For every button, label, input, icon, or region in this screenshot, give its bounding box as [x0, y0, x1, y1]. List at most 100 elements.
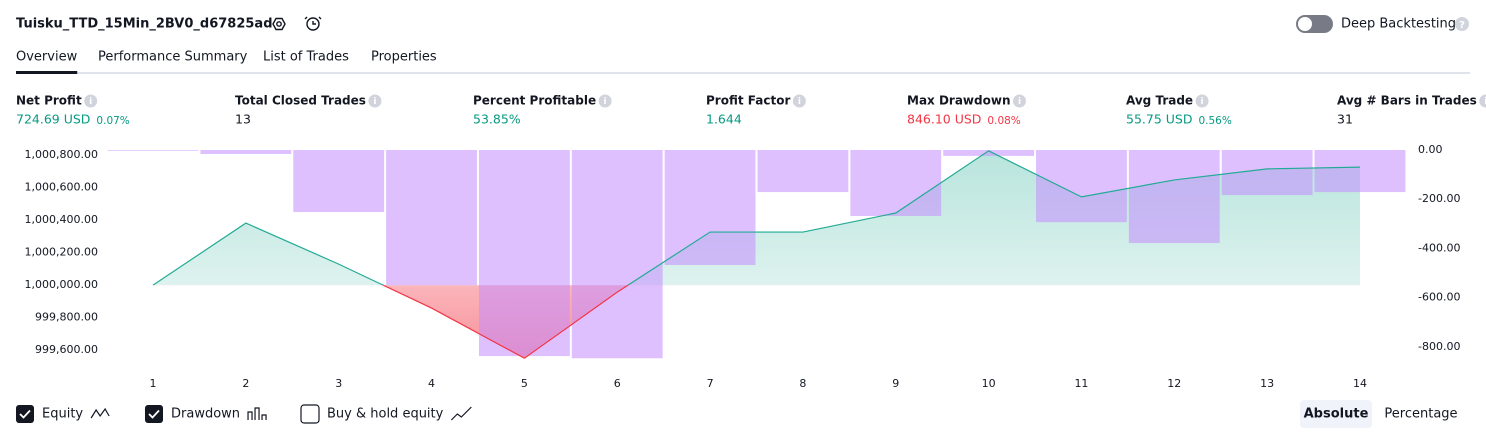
metric-label: Profit Factor [706, 94, 790, 108]
x-tick-label: 12 [1167, 377, 1181, 390]
metric-label: Avg Trade [1126, 94, 1193, 108]
toggle-label: Equity [42, 407, 83, 422]
checkmark [19, 409, 31, 419]
tab[interactable]: List of Trades [263, 50, 349, 65]
tabs: Overview Performance Summary List of Trade… [16, 50, 437, 74]
x-tick-label: 3 [335, 377, 342, 390]
y2-tick-label: 0.00 [1418, 143, 1443, 156]
info-icon[interactable] [84, 94, 98, 108]
y-tick-label: 1,000,200.00 [25, 246, 98, 259]
y2-tick-label: -800.00 [1418, 340, 1460, 353]
equity-area [153, 150, 1360, 286]
metric-percent: 0.56% [1198, 115, 1231, 127]
y-tick-label: 1,000,800.00 [25, 148, 98, 161]
svg-text:?: ? [1459, 20, 1465, 31]
x-tick-label: 5 [521, 377, 528, 390]
info-icon-glyph: i [1018, 97, 1021, 107]
x-tick-label: 6 [614, 377, 621, 390]
equity-line [152, 150, 1360, 286]
footer: Equity Drawdown Buy & hold equity Absolute P… [16, 400, 1458, 428]
mode-button[interactable]: Absolute [1304, 407, 1369, 422]
toggle-icon [450, 406, 472, 421]
metrics: Net Profit i 724.69 USD 0.07% Total Closed T… [16, 94, 1486, 127]
checkbox-box [300, 404, 320, 424]
info-icon-glyph: i [373, 97, 376, 107]
drawdown-bar [1128, 150, 1220, 244]
info-icon-glyph: i [1484, 97, 1486, 107]
metric-label: Max Drawdown [907, 94, 1010, 108]
drawdown-bar [107, 150, 199, 151]
metric-percent: 0.07% [96, 115, 129, 127]
metric-value: 13 [235, 112, 251, 127]
drawdown-bar [850, 150, 942, 216]
metric-value: 724.69 USD [16, 112, 90, 127]
x-tick-label: 4 [428, 377, 435, 390]
info-icon-glyph: i [89, 97, 92, 107]
drawdown-bar [571, 150, 663, 359]
tab[interactable]: Performance Summary [98, 50, 248, 65]
y2-tick-label: -200.00 [1418, 192, 1460, 205]
drawdown-bar [757, 150, 849, 193]
checkbox-box [16, 405, 34, 423]
y-tick-label: 999,600.00 [35, 343, 98, 356]
help-icon[interactable]: ? [1455, 17, 1469, 31]
y-tick-label: 1,000,400.00 [25, 213, 98, 226]
mode-button[interactable]: Percentage [1384, 407, 1457, 422]
drawdown-bar [943, 150, 1035, 156]
x-tick-label: 8 [799, 377, 806, 390]
chart: 1,000,800.00 1,000,600.00 1,000,400.00 1,00… [25, 143, 1461, 390]
y2-tick-label: -400.00 [1418, 241, 1460, 254]
deep-backtesting-label: Deep Backtesting [1341, 17, 1456, 32]
x-tick-label: 9 [892, 377, 899, 390]
checkmark [148, 409, 160, 419]
tab-underline [16, 71, 78, 74]
info-icon[interactable] [1479, 94, 1486, 108]
drawdown-bar [293, 150, 385, 213]
metric-value: 53.85% [473, 112, 521, 127]
info-icon[interactable] [598, 94, 612, 108]
info-icon[interactable] [792, 94, 806, 108]
x-tick-label: 14 [1353, 377, 1367, 390]
drawdown-bar [478, 150, 570, 357]
y-tick-label: 1,000,000.00 [25, 278, 98, 291]
drawdown-bar [1036, 150, 1127, 223]
toggle-icon [90, 407, 110, 419]
info-icon[interactable] [368, 94, 382, 108]
tab[interactable]: Overview [16, 50, 78, 65]
toggle-label: Buy & hold equity [327, 407, 444, 422]
metric-percent: 0.08% [987, 115, 1020, 127]
y-tick-label: 999,800.00 [35, 311, 98, 324]
y2-tick-label: -600.00 [1418, 291, 1460, 304]
drawdown-bar [1314, 150, 1406, 193]
metric-label: Percent Profitable [473, 94, 596, 108]
info-icon[interactable] [1012, 94, 1026, 108]
metric-value: 31 [1337, 112, 1353, 127]
metric-value: 1.644 [706, 112, 742, 127]
metric-label: Avg # Bars in Trades [1337, 94, 1477, 108]
x-tick-label: 1 [150, 377, 157, 390]
metric-value: 55.75 USD [1126, 112, 1192, 127]
info-icon[interactable] [1195, 94, 1209, 108]
y-tick-label: 1,000,600.00 [25, 180, 98, 193]
checkbox[interactable] [16, 405, 34, 423]
info-icon-glyph: i [798, 97, 801, 107]
metric-label: Total Closed Trades [235, 94, 366, 108]
settings-icon[interactable] [272, 17, 286, 31]
metric-label: Net Profit [16, 94, 82, 108]
drawdown-bar [200, 150, 292, 154]
alert-icon[interactable] [304, 16, 322, 31]
line-layer [152, 150, 1360, 359]
deep-backtesting-toggle[interactable] [1296, 15, 1333, 33]
checkbox[interactable] [145, 405, 163, 423]
x-tick-label: 11 [1074, 377, 1088, 390]
info-icon-glyph: i [1201, 97, 1204, 107]
info-icon-glyph: i [604, 97, 607, 107]
checkbox-box [145, 405, 163, 423]
toggle-icon [247, 407, 267, 420]
drawdown-bar [386, 150, 477, 286]
tab[interactable]: Properties [371, 50, 437, 65]
drawdown-bar [664, 150, 756, 265]
checkbox[interactable] [300, 404, 320, 424]
